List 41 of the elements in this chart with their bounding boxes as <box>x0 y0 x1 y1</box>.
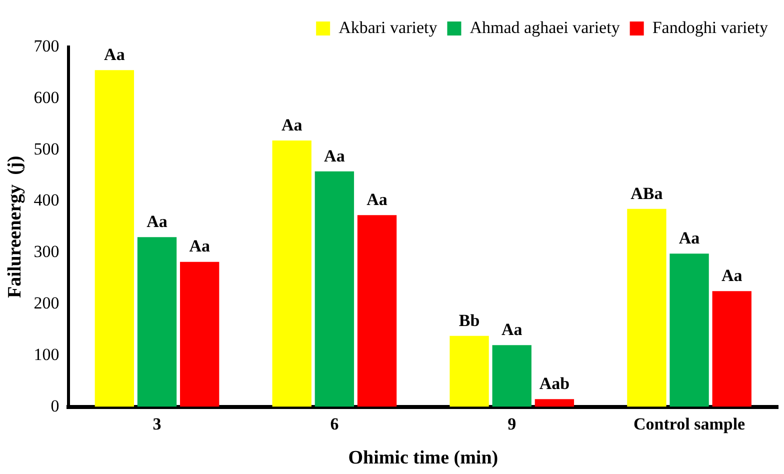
y-tick-label: 200 <box>34 293 60 312</box>
data-label: Aab <box>539 374 570 393</box>
bar <box>712 291 752 407</box>
bar <box>670 254 709 407</box>
bar <box>272 140 312 407</box>
data-label: Aa <box>104 45 126 64</box>
legend-label: Akbari variety <box>338 18 438 37</box>
bar <box>534 399 574 407</box>
bar <box>180 262 220 407</box>
data-label: Bb <box>458 310 480 330</box>
x-tick-label: 9 <box>508 414 516 434</box>
data-label: Aa <box>721 266 743 286</box>
y-tick-label: 600 <box>34 88 60 107</box>
data-label: Aa <box>324 146 346 166</box>
bar <box>314 171 354 407</box>
legend-label: Ahmad aghaei variety <box>470 18 620 37</box>
y-tick-label: 700 <box>34 36 60 56</box>
bar <box>450 336 489 407</box>
data-label: ABa <box>630 184 664 203</box>
x-tick-label: 3 <box>152 414 162 434</box>
data-label: Aa <box>501 320 523 340</box>
bar <box>357 215 397 407</box>
x-axis-title: Ohimic time (min) <box>348 448 498 469</box>
data-label: Aa <box>366 190 388 209</box>
x-tick-label: 6 <box>330 414 339 434</box>
bar <box>94 70 134 407</box>
bar <box>137 237 177 407</box>
y-tick-label: 300 <box>34 242 60 262</box>
y-tick-label: 500 <box>34 139 60 158</box>
y-tick-label: 400 <box>34 190 60 210</box>
bar <box>627 208 666 407</box>
bar <box>492 345 532 407</box>
data-label: Aa <box>146 212 168 232</box>
y-tick-label: 0 <box>50 396 60 416</box>
legend-label: Fandoghi variety <box>652 18 768 37</box>
data-label: Aa <box>678 228 700 248</box>
x-tick-label: Control sample <box>633 414 746 434</box>
data-label: Aa <box>281 115 303 134</box>
y-tick-label: 100 <box>34 344 60 364</box>
y-axis-title: Failureenergy (j) <box>4 156 26 298</box>
data-label: Aa <box>189 236 210 256</box>
